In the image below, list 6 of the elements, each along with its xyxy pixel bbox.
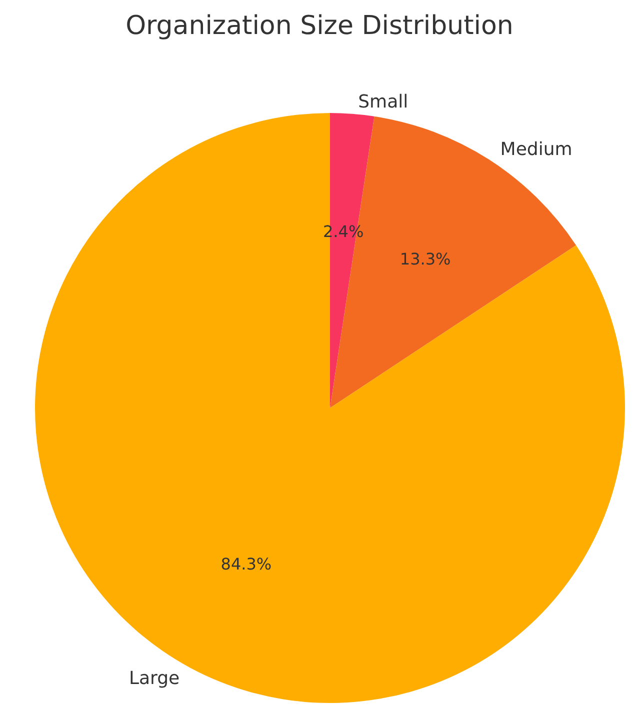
data-label: 13.3% [400,249,451,268]
data-label: 84.3% [220,554,272,574]
chart-title: Organization Size Distribution [126,11,514,41]
slice-label: Large [128,668,180,689]
slice-label: Medium [500,138,572,160]
slice-label: Small [358,91,408,112]
